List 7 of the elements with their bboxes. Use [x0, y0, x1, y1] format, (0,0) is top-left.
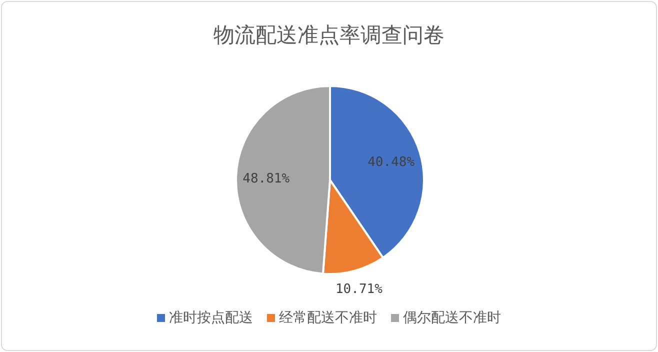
chart-title: 物流配送准点率调查问卷 — [214, 23, 444, 47]
data-label: 48.81% — [242, 172, 290, 187]
legend-label: 准时按点配送 — [169, 310, 253, 326]
legend-label: 偶尔配送不准时 — [403, 310, 501, 326]
data-label: 40.48% — [368, 155, 415, 170]
legend-label: 经常配送不准时 — [279, 310, 377, 326]
data-label: 10.71% — [335, 282, 383, 298]
